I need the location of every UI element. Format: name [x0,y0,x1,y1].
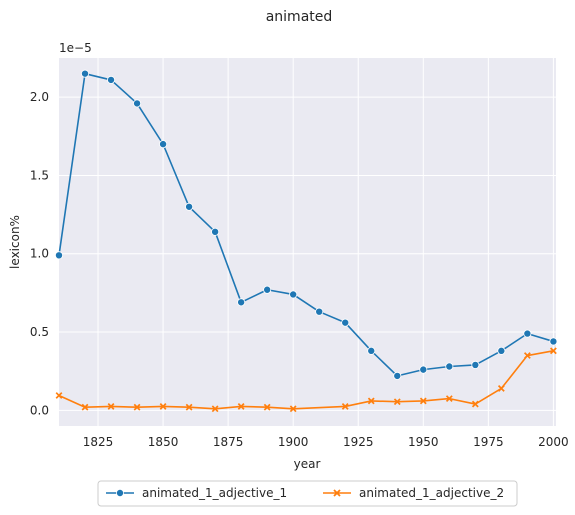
data-point-series-1 [133,99,142,108]
grid-lines [59,58,556,426]
data-point-series-2 [263,403,271,411]
x-tick-label: 1925 [343,435,374,449]
data-point-series-1 [81,69,90,78]
data-point-series-1 [419,365,428,374]
legend-marker-circle [116,488,125,497]
data-point-series-2 [211,405,219,413]
data-point-series-1 [211,227,220,236]
data-point-series-2 [419,397,427,405]
x-tick-label: 1900 [278,435,309,449]
x-tick-label: 1975 [473,435,504,449]
x-tick-label: 1950 [408,435,439,449]
data-point-series-1 [523,329,532,338]
y-axis-ticks: 0.0 0.5 1.0 1.5 2.0 [30,90,49,417]
x-tick-label: 1875 [213,435,244,449]
data-point-series-1 [471,360,480,369]
data-point-series-1 [263,285,272,294]
data-point-series-1 [393,371,402,380]
data-point-series-2 [159,403,167,410]
data-point-series-2 [445,395,453,402]
data-point-series-1 [497,346,506,355]
y-offset-label: 1e−5 [59,41,92,55]
legend: animated_1_adjective_1 animated_1_adject… [97,480,518,507]
x-tick-label: 1850 [148,435,179,449]
data-point-series-1 [549,337,558,346]
data-point-series-1 [55,251,64,260]
data-point-series-2 [237,403,245,410]
data-point-series-1 [159,140,168,149]
y-tick-label: 1.0 [30,247,49,261]
data-point-series-2 [497,385,505,392]
data-point-series-1 [289,290,298,299]
x-tick-label: 2000 [538,435,569,449]
chart-title: animated [266,9,333,25]
y-tick-label: 1.5 [30,168,49,182]
data-point-series-1 [341,318,350,327]
y-tick-label: 2.0 [30,90,49,104]
x-tick-label: 1825 [83,435,114,449]
legend-marker-x [333,489,341,497]
legend-label-series-2: animated_1_adjective_2 [359,486,504,500]
y-axis-label: lexicon% [8,215,22,269]
data-point-series-2 [549,347,557,355]
series-layer [55,69,558,413]
data-point-series-2 [289,405,297,413]
data-point-series-2 [55,392,63,399]
data-point-series-2 [367,397,375,405]
y-tick-label: 0.0 [30,403,49,417]
data-point-series-1 [107,75,116,84]
data-point-series-2 [341,403,349,410]
legend-label-series-1: animated_1_adjective_1 [142,486,287,500]
legend-frame [97,480,518,507]
x-axis-label: year [294,457,321,471]
data-point-series-2 [185,403,193,411]
data-point-series-1 [367,346,376,355]
data-point-series-1 [315,307,324,316]
y-tick-label: 0.5 [30,325,49,339]
data-point-series-1 [185,202,194,211]
data-point-series-2 [523,352,531,359]
data-point-series-2 [133,403,141,411]
data-point-series-2 [393,398,401,406]
data-point-series-1 [445,362,454,371]
data-point-series-2 [107,403,115,410]
series-line-1 [58,72,554,377]
plot-area [59,58,556,426]
x-axis-ticks: 1825 1850 1875 1900 1925 1950 1975 2000 [83,435,569,449]
data-point-series-2 [81,403,89,411]
data-point-series-1 [237,298,246,307]
data-point-series-2 [471,400,479,408]
